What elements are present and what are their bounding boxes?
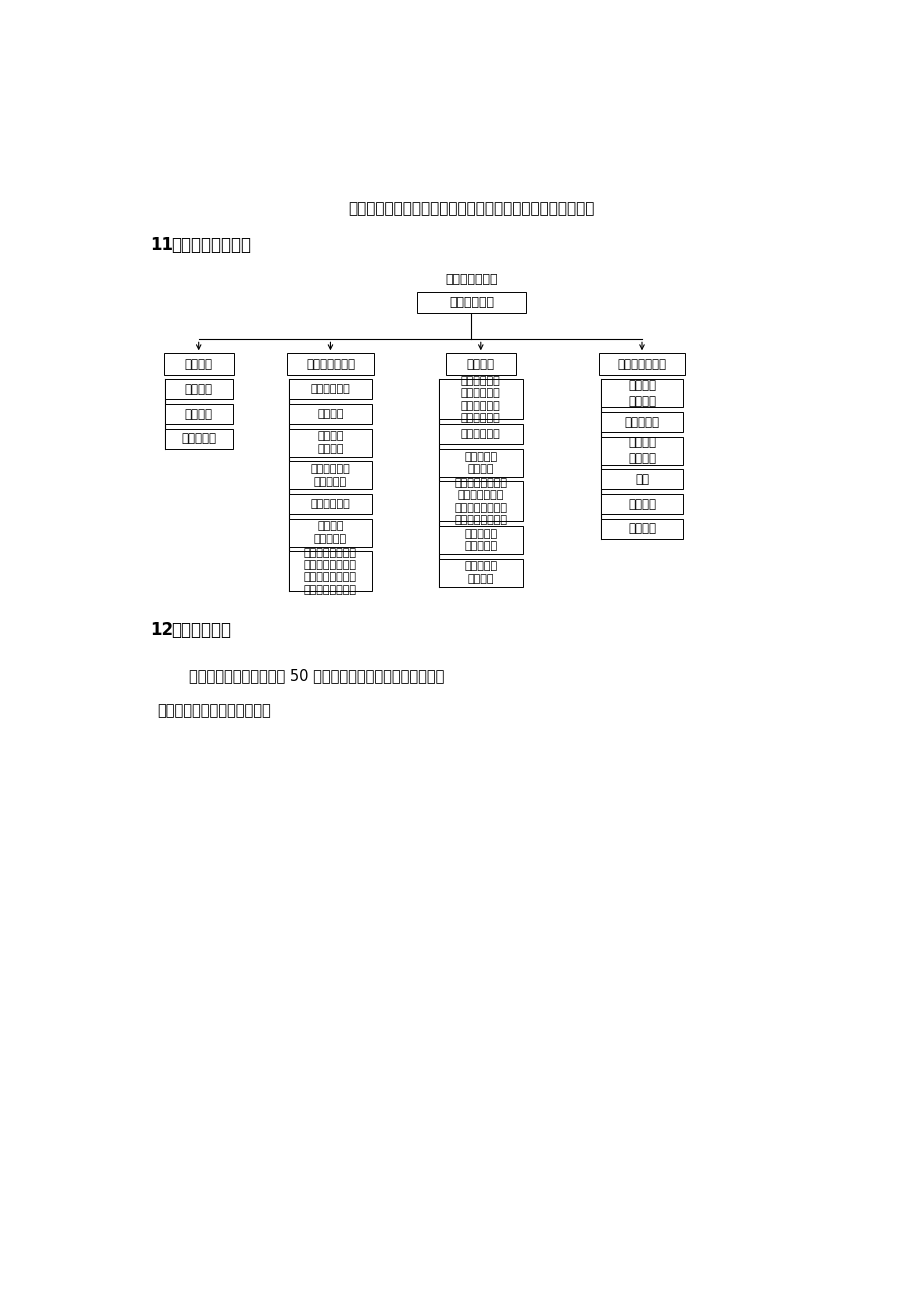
FancyBboxPatch shape [417,291,525,314]
FancyBboxPatch shape [598,354,685,375]
FancyBboxPatch shape [446,354,516,375]
FancyBboxPatch shape [601,380,682,407]
FancyBboxPatch shape [438,424,522,444]
Text: 动用前准备阶段: 动用前准备阶段 [617,358,665,371]
Text: 联合调试工作，并验收竣工。: 联合调试工作，并验收竣工。 [157,703,271,718]
Text: 施工方案编制: 施工方案编制 [311,500,350,509]
FancyBboxPatch shape [165,380,233,399]
FancyBboxPatch shape [438,481,522,522]
FancyBboxPatch shape [438,558,522,587]
Text: 12: 12 [150,621,173,639]
FancyBboxPatch shape [438,449,522,476]
Text: 设备试运转
子系统调试: 设备试运转 子系统调试 [464,528,497,552]
Text: 绘制竣工图: 绘制竣工图 [624,415,659,428]
Text: 需求分析: 需求分析 [185,382,212,396]
FancyBboxPatch shape [165,429,233,449]
Text: 其它生产要素如人
材机等准备（包括
编制劳动力需求计
划、采购计划等）: 其它生产要素如人 材机等准备（包括 编制劳动力需求计 划、采购计划等） [303,548,357,595]
FancyBboxPatch shape [289,405,372,424]
Text: 工程技术
资料整整: 工程技术 资料整整 [628,379,655,409]
FancyBboxPatch shape [165,405,233,424]
Text: 施工阶段: 施工阶段 [466,358,494,371]
Text: 实施进度计划: 实施进度计划 [171,621,231,639]
FancyBboxPatch shape [287,354,373,375]
Text: 设备安装前
开箱检验: 设备安装前 开箱检验 [464,451,497,474]
Text: 施工前准备阶段: 施工前准备阶段 [306,358,355,371]
FancyBboxPatch shape [289,429,372,457]
FancyBboxPatch shape [289,462,372,489]
Text: 施工方案
批准后交底: 施工方案 批准后交底 [313,522,346,544]
FancyBboxPatch shape [164,354,233,375]
FancyBboxPatch shape [601,519,682,539]
FancyBboxPatch shape [289,380,372,399]
FancyBboxPatch shape [601,470,682,489]
FancyBboxPatch shape [289,494,372,514]
FancyBboxPatch shape [289,552,372,592]
Text: 正式验收: 正式验收 [628,497,655,510]
Text: 项目工作结构图: 项目工作结构图 [445,273,497,286]
Text: 设计阶段: 设计阶段 [185,358,212,371]
Text: 中间产品质量
检验（如设备
监造、出厂验
收）进场验收: 中间产品质量 检验（如设备 监造、出厂验 收）进场验收 [460,376,500,423]
Text: 艺术中心智能信息系统集成项目工程施工进计划工期保障措施: 艺术中心智能信息系统集成项目工程施工进计划工期保障措施 [348,200,594,216]
Text: 培训: 培训 [634,472,648,485]
Text: 施工组织
设计编制: 施工组织 设计编制 [317,432,344,454]
Text: 项目工作结构分解: 项目工作结构分解 [171,235,251,254]
Text: 11: 11 [150,235,173,254]
Text: 系统验收
（自检）: 系统验收 （自检） [628,436,655,466]
FancyBboxPatch shape [438,380,522,419]
FancyBboxPatch shape [438,526,522,554]
Text: 电子防护工程: 电子防护工程 [448,295,494,308]
FancyBboxPatch shape [601,437,682,464]
FancyBboxPatch shape [601,494,682,514]
FancyBboxPatch shape [601,412,682,432]
Text: 工程移交: 工程移交 [628,522,655,535]
Text: 施工组织设计
批准后交底: 施工组织设计 批准后交底 [311,464,350,487]
Text: 施工图设计: 施工图设计 [181,432,216,445]
Text: 技术设计: 技术设计 [185,407,212,420]
Text: 施工任务部署: 施工任务部署 [311,384,350,394]
Text: 设备安装、管线槽
预埋并穿线布线
（穿线前管线槽进
行隐蔽工程验收）: 设备安装、管线槽 预埋并穿线布线 （穿线前管线槽进 行隐蔽工程验收） [454,477,506,526]
Text: 图纸会审: 图纸会审 [317,409,344,419]
Text: 我司承诺将在合同签订后 50 个日历天内完成所有系统的安装及: 我司承诺将在合同签订后 50 个日历天内完成所有系统的安装及 [188,669,444,683]
Text: 联合试运转
系统调试: 联合试运转 系统调试 [464,562,497,584]
Text: 材料运输保管: 材料运输保管 [460,429,500,440]
FancyBboxPatch shape [289,519,372,546]
